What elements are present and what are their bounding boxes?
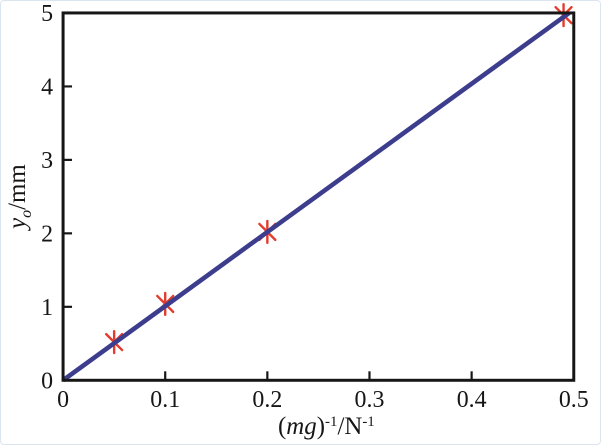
y-axis-label-part: y [4,217,31,232]
x-axis-label-part: ( [278,413,286,440]
y-axis-label: yo/mm [4,164,35,232]
y-tick-label: 3 [41,148,53,174]
plot-frame [61,11,576,382]
x-axis-label-part: -1 [362,414,374,430]
x-axis-label-part: ) [317,413,325,440]
x-axis-label-part: /N [337,413,362,440]
x-tick-label: 0.1 [150,387,180,413]
x-axis-label-part: mg [286,413,316,440]
x-axis-label: (mg)-1/N-1 [278,413,375,440]
y-tick-label: 2 [41,221,53,247]
y-axis-label-part: o [18,210,35,218]
fit-line [61,11,571,383]
x-tick-label: 0.4 [457,387,487,413]
y-tick-label: 4 [41,74,53,100]
x-axis-label-part: -1 [325,414,337,430]
y-axis-label-part: /mm [4,164,31,210]
y-tick-label: 5 [41,1,53,27]
x-tick-label: 0.2 [252,387,282,413]
y-tick-label: 1 [41,295,53,321]
x-tick-label: 0.5 [559,387,589,413]
x-tick-label: 0.3 [355,387,385,413]
x-tick-label: 0 [57,387,69,413]
y-tick-label: 0 [41,368,53,394]
